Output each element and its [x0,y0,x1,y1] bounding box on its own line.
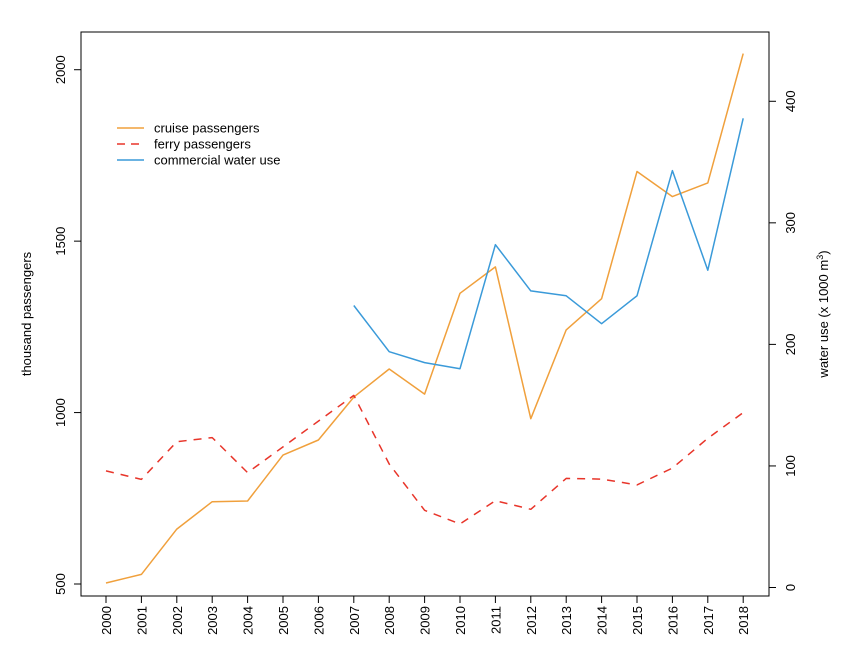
x-tick-label: 2007 [347,606,362,635]
y2-axis-title-end: ) [816,250,831,254]
y2-tick-label: 0 [783,584,798,591]
x-tick-label: 2001 [134,606,149,635]
x-tick-label: 2013 [559,606,574,635]
left-y-axis: 500 1000 1500 2000 [53,55,81,595]
x-tick-label: 2003 [205,606,220,635]
right-y-axis: 0 100 200 300 400 [769,90,798,591]
x-tick-label: 2014 [595,606,610,635]
y2-axis-title-main: water use (x 1000 m [816,260,831,379]
y2-tick-label: 400 [783,90,798,112]
y-tick-label: 2000 [53,55,68,84]
x-tick-label: 2012 [524,606,539,635]
x-tick-label: 2006 [311,606,326,635]
y2-tick-label: 300 [783,212,798,234]
x-tick-label: 2000 [99,606,114,635]
x-tick-label: 2015 [630,606,645,635]
x-tick-label: 2004 [241,606,256,635]
x-tick-label: 2009 [418,606,433,635]
x-tick-label: 2011 [488,606,503,634]
y2-tick-label: 100 [783,455,798,477]
legend-label: cruise passengers [154,121,260,136]
series-line-commercial-water-use [353,118,744,370]
y-tick-label: 500 [53,573,68,595]
y-axis-title: thousand passengers [19,251,34,376]
x-tick-label: 2010 [453,606,468,635]
x-tick-label: 2018 [736,606,751,635]
y-tick-label: 1000 [53,398,68,427]
x-tick-label: 2002 [170,606,185,635]
plot-frame [80,31,770,597]
y-tick-label: 1500 [53,227,68,256]
x-tick-label: 2017 [701,606,716,635]
x-tick-label: 2008 [382,606,397,635]
x-tick-label: 2016 [665,606,680,635]
y2-tick-label: 200 [783,334,798,356]
y2-axis-title: water use (x 1000 m3) [815,250,831,378]
series-line-ferry-passengers [105,394,744,525]
x-tick-label: 2005 [276,606,291,635]
x-axis: 2000 2001 2002 2003 2004 2005 2006 2007 2008 2009… [99,596,751,635]
y2-axis-title-superscript: 3 [815,255,825,260]
series-layer [105,53,744,584]
series-line-cruise-passengers [105,53,744,584]
legend-label: commercial water use [154,153,280,168]
legend-label: ferry passengers [154,137,251,152]
